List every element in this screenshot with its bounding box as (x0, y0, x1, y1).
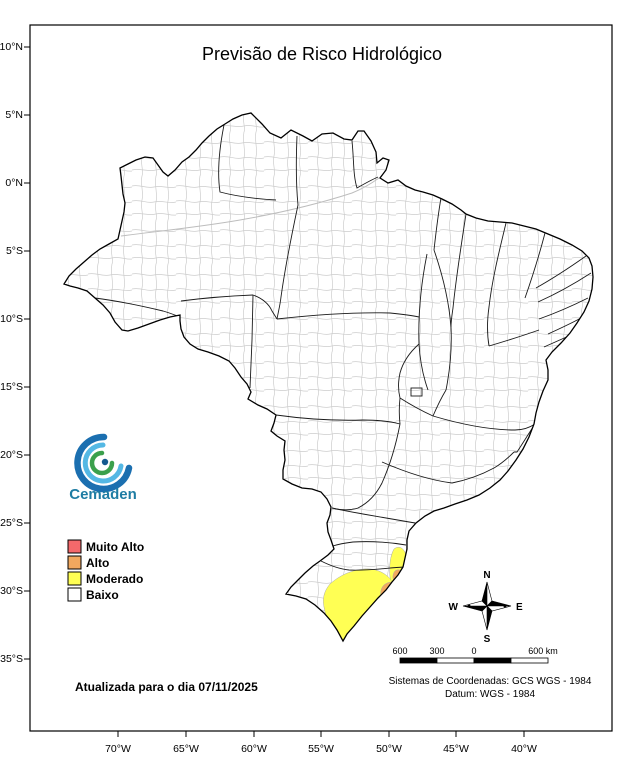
legend-swatch-alto (67, 555, 82, 570)
cemaden-logo: Cemaden (69, 433, 137, 503)
latitude-ticks (24, 46, 30, 660)
lat-label: 10°N (0, 41, 23, 53)
cemaden-logo-icon (74, 433, 133, 493)
lat-label: 20°S (0, 449, 23, 461)
df-square (410, 387, 423, 397)
scale-label: 300 (429, 646, 444, 656)
risk-area-alto (373, 605, 393, 626)
risk-area-alto (380, 581, 402, 607)
scale-label: 0 (471, 646, 476, 656)
legend-label-moderado: Moderado (86, 572, 143, 586)
legend-label-muito-alto: Muito Alto (86, 540, 144, 554)
compass-dot (503, 604, 507, 608)
lon-label: 65°W (173, 743, 199, 755)
state-boundaries (94, 124, 592, 571)
scale-label: 600 km (528, 646, 558, 656)
lon-label: 70°W (105, 743, 131, 755)
legend-label-baixo: Baixo (86, 588, 119, 602)
legend-label-alto: Alto (86, 556, 109, 570)
longitude-ticks (117, 731, 525, 737)
compass-rose (462, 581, 512, 631)
lat-label: 30°S (0, 585, 23, 597)
legend: Muito Alto Alto Moderado Baixo (67, 539, 144, 602)
datum-text: Datum: WGS - 1984 (445, 689, 535, 700)
cemaden-logo-text: Cemaden (69, 486, 137, 503)
lat-label: 5°N (5, 109, 23, 121)
amazon-river-line (120, 177, 380, 237)
lat-label: 0°N (5, 177, 23, 189)
lat-label: 15°S (0, 381, 23, 393)
legend-swatch-moderado (67, 571, 82, 586)
legend-swatch-muito-alto (67, 539, 82, 554)
compass-dot (467, 604, 471, 608)
compass-label-s: S (484, 634, 491, 645)
lat-label: 10°S (0, 313, 23, 325)
lon-label: 60°W (241, 743, 267, 755)
lat-label: 25°S (0, 517, 23, 529)
coords-system-text: Sistemas de Coordenadas: GCS WGS - 1984 (389, 676, 592, 687)
longitude-labels: 70°W 65°W 60°W 55°W 50°W 45°W 40°W (105, 743, 537, 755)
lat-label: 35°S (0, 653, 23, 665)
page-title: Previsão de Risco Hidrológico (202, 44, 442, 64)
compass-label-n: N (483, 570, 490, 581)
latitude-labels: 10°N 5°N 0°N 5°S 10°S 15°S 20°S 25°S 30°… (0, 41, 23, 665)
lon-label: 45°W (443, 743, 469, 755)
scale-bar: 600 300 0 600 km (392, 646, 558, 664)
lon-label: 55°W (308, 743, 334, 755)
lon-label: 50°W (376, 743, 402, 755)
lat-label: 5°S (6, 245, 23, 257)
legend-swatch-baixo (67, 587, 82, 602)
compass-label-e: E (516, 602, 523, 613)
compass-label-w: W (449, 602, 459, 613)
update-date-text: Atualizada para o dia 07/11/2025 (75, 680, 258, 694)
scale-label: 600 (392, 646, 407, 656)
lon-label: 40°W (511, 743, 537, 755)
